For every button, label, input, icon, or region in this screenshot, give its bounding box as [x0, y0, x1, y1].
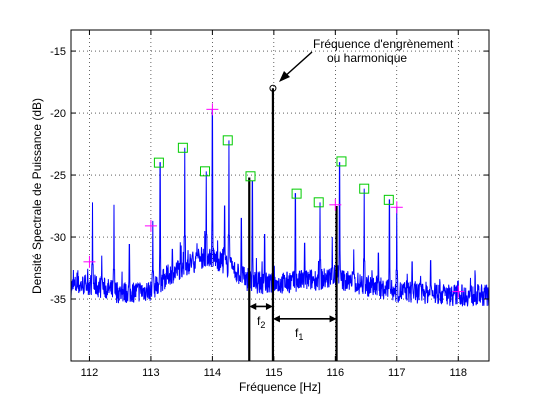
annotation-gear-mesh-line1: Fréquence d'engrènement: [313, 37, 454, 51]
y-tick-label: -25: [50, 170, 66, 182]
y-tick-label: -15: [50, 46, 66, 58]
square-marker: [336, 156, 347, 167]
square-marker: [359, 183, 370, 194]
x-tick-label: 118: [449, 367, 467, 379]
plus-marker: [452, 285, 465, 298]
x-axis-label: Fréquence [Hz]: [239, 380, 321, 394]
y-tick-label: -30: [50, 232, 66, 244]
square-marker: [383, 194, 394, 205]
square-marker: [153, 157, 164, 168]
annotation-arrow-line: [282, 51, 313, 79]
y-tick-label: -35: [50, 294, 66, 306]
harmonic-lines: [248, 88, 338, 361]
axis-ticks: 112 113 114 115 116 117 118 -35 -30 -25 -20 -15: [50, 30, 489, 379]
plot-frame: [70, 29, 490, 362]
square-marker: [313, 197, 324, 208]
annotation-arrow-head: [279, 71, 290, 82]
sideband-square-markers: [153, 135, 394, 208]
square-marker: [245, 171, 256, 182]
x-tick-label: 117: [388, 367, 406, 379]
f2-label: f2: [257, 314, 265, 330]
plus-marker: [390, 201, 403, 214]
f2-span-arrow: [249, 302, 273, 310]
f1-span-arrow: [272, 315, 337, 323]
plot-background: [71, 30, 489, 361]
x-tick-label: 113: [142, 367, 160, 379]
annotation-gear-mesh-line2: ou harmonique: [327, 51, 407, 65]
plus-marker: [329, 198, 342, 211]
f1-label: f1: [295, 326, 303, 342]
x-tick-label: 115: [265, 367, 283, 379]
plus-marker: [206, 103, 219, 116]
plus-marker: [144, 219, 157, 232]
spectrum-series-line: [71, 108, 489, 307]
x-tick-label: 116: [327, 367, 345, 379]
x-tick-label: 114: [204, 367, 222, 379]
square-marker: [291, 188, 302, 199]
y-tick-label: -20: [50, 108, 66, 120]
square-marker: [200, 166, 211, 177]
square-marker: [177, 142, 188, 153]
gear-mesh-circle-marker: [269, 84, 277, 92]
x-tick-label: 112: [81, 367, 99, 379]
sideband-plus-markers: [83, 103, 465, 298]
frequency-spans: [249, 302, 337, 323]
plus-marker: [83, 255, 96, 268]
square-marker: [222, 135, 233, 146]
y-axis-label: Densité Spectrale de Puissance (dB): [30, 98, 44, 294]
